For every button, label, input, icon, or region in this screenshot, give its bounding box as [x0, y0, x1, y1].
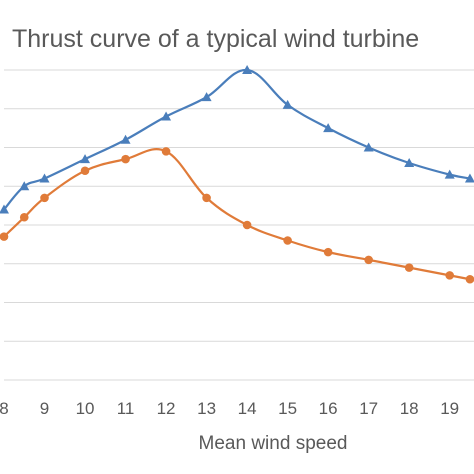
x-tick-label: 14	[238, 399, 257, 418]
circle-point	[283, 236, 292, 245]
x-tick-label: 11	[117, 399, 135, 418]
triangle-point	[404, 158, 415, 167]
series-line-2	[3, 148, 471, 281]
x-tick-label: 19	[440, 399, 459, 418]
circle-point	[445, 271, 454, 280]
circle-point	[202, 193, 211, 203]
triangle-point	[161, 111, 172, 121]
circle-point	[242, 220, 252, 230]
x-tick-labels: 8 9 10 11 12 13 14 15 16 17 18 19	[0, 399, 459, 418]
circle-point	[80, 166, 90, 176]
triangle-point	[19, 181, 30, 191]
triangle-point	[0, 204, 9, 214]
circle-point	[323, 247, 333, 257]
circle-point	[121, 154, 130, 164]
triangle-point	[464, 173, 474, 183]
triangle-point	[120, 134, 131, 144]
x-tick-label: 16	[319, 399, 338, 418]
circle-point	[0, 232, 9, 241]
circle-point	[40, 193, 49, 203]
triangle-point	[39, 173, 50, 183]
triangle-point	[282, 99, 293, 109]
gridlines	[4, 69, 474, 381]
x-tick-label: 18	[400, 399, 419, 418]
circle-point	[161, 147, 171, 156]
circle-point	[19, 212, 29, 222]
x-tick-label: 17	[359, 399, 378, 418]
x-tick-label: 12	[157, 399, 176, 418]
x-tick-label: 8	[0, 399, 9, 418]
triangle-point	[323, 123, 334, 133]
x-tick-label: 13	[197, 399, 216, 418]
circle-point	[404, 263, 414, 272]
x-axis-label: Mean wind speed	[199, 433, 348, 454]
circle-point	[465, 274, 474, 284]
series-group	[0, 65, 474, 284]
series-line-1	[3, 68, 471, 211]
triangle-point	[444, 169, 455, 179]
chart-title: Thrust curve of a typical wind turbine	[12, 25, 419, 53]
triangle-point	[363, 142, 374, 152]
circle-point	[364, 255, 373, 265]
x-tick-label: 9	[40, 399, 49, 418]
x-tick-label: 15	[278, 399, 297, 418]
triangle-point	[201, 92, 212, 102]
triangle-point	[242, 65, 253, 74]
triangle-point	[80, 154, 91, 164]
x-tick-label: 10	[76, 399, 95, 418]
